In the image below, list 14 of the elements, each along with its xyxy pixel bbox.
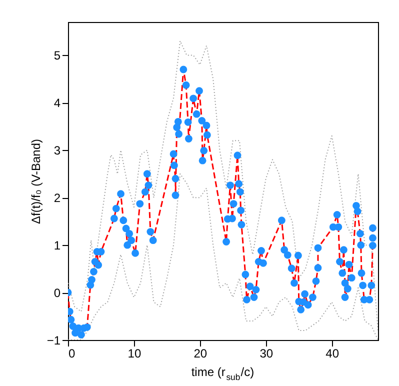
x-tick-label: 0 (68, 346, 76, 360)
x-tick-label: 20 (194, 346, 208, 360)
x-tick-label: 40 (326, 346, 340, 360)
y-axis-title: Δf(t)/f₀ (V-Band) (28, 138, 43, 224)
line-series (68, 173, 378, 340)
y-tick-label: 5 (54, 48, 61, 63)
x-tick-label: 30 (260, 346, 274, 360)
y-tick-label: 0 (54, 286, 61, 300)
x-tick-label: 10 (128, 346, 142, 360)
y-tick-label: 4 (54, 96, 61, 110)
y-tick-label: −1 (46, 334, 61, 348)
y-tick-label: 3 (54, 144, 61, 158)
y-tick-label: 2 (54, 191, 61, 206)
y-tick-label: 1 (54, 238, 61, 253)
